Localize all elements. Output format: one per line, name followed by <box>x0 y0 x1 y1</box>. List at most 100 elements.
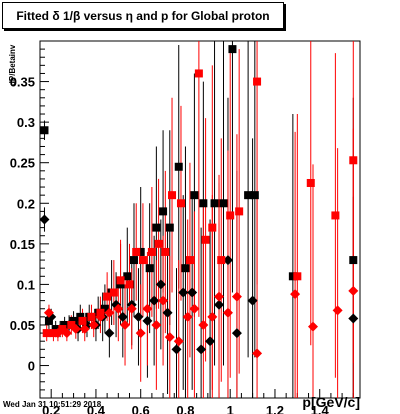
data-point-diamond <box>231 328 242 339</box>
data-point-diamond <box>173 336 184 347</box>
data-point-square <box>219 199 228 208</box>
data-point-diamond <box>196 344 207 355</box>
data-point-square <box>132 247 141 256</box>
data-point-diamond <box>95 311 106 322</box>
x-tick-label: 0.8 <box>176 403 194 414</box>
y-tick-label: 0.3 <box>17 115 35 130</box>
data-point-square <box>174 162 183 171</box>
data-point-square <box>226 211 235 220</box>
y-tick-label: 0.1 <box>17 277 35 292</box>
data-point-diamond <box>182 311 193 322</box>
data-point-diamond <box>52 328 63 339</box>
x-tick-label: 1 <box>227 403 234 414</box>
data-point-diamond <box>43 307 54 318</box>
y-tick-label: 0 <box>28 359 35 374</box>
data-point-square <box>40 126 49 135</box>
data-point-diamond <box>247 295 258 306</box>
data-point-diamond <box>104 307 115 318</box>
data-point-diamond <box>70 324 81 335</box>
data-point-square <box>78 316 87 325</box>
data-point-square <box>154 239 163 248</box>
x-tick-label: 0.4 <box>87 403 106 414</box>
data-point-diamond <box>252 348 263 359</box>
data-point-square <box>125 280 134 289</box>
data-point-square <box>293 272 302 281</box>
data-point-square <box>176 199 185 208</box>
data-point-square <box>331 211 340 220</box>
data-point-diamond <box>178 287 189 298</box>
data-point-square <box>109 288 118 297</box>
data-point-diamond <box>222 307 233 318</box>
data-point-square <box>69 316 78 325</box>
plot-frame <box>39 40 361 399</box>
data-markers <box>39 45 359 359</box>
data-point-square <box>168 191 177 200</box>
data-point-square <box>58 325 67 334</box>
data-point-diamond <box>198 319 209 330</box>
error-bars <box>43 41 354 398</box>
data-point-diamond <box>88 319 99 330</box>
data-point-diamond <box>348 313 359 324</box>
data-point-diamond <box>117 311 128 322</box>
data-point-square <box>349 256 358 265</box>
data-point-diamond <box>214 299 225 310</box>
data-point-square <box>136 247 145 256</box>
data-point-diamond <box>120 319 131 330</box>
data-point-diamond <box>149 295 160 306</box>
data-point-square <box>349 156 358 165</box>
data-point-square <box>129 256 138 265</box>
data-point-square <box>208 223 217 232</box>
x-tick-label: 0.6 <box>132 403 150 414</box>
data-point-square <box>199 199 208 208</box>
data-point-diamond <box>308 321 319 332</box>
data-point-diamond <box>142 303 153 314</box>
data-point-square <box>76 312 85 321</box>
x-tick-label: 1.4 <box>311 403 330 414</box>
axis-ticks: 0.2 0.4 0.6 0.8 1 1.2 1.4 0 0.05 0.1 0.15 0.2 0.25 0.… <box>10 40 354 414</box>
data-point-diamond <box>151 319 162 330</box>
datestamp: Wed Jan 31 10:51:29 2018 <box>3 400 102 409</box>
x-tick-label: 0.2 <box>42 403 60 414</box>
data-point-square <box>165 223 174 232</box>
y-tick-label: 0.2 <box>17 196 35 211</box>
data-point-square <box>288 272 297 281</box>
data-point-square <box>201 235 210 244</box>
data-point-diamond <box>142 315 153 326</box>
data-point-square <box>194 69 203 78</box>
data-point-square <box>138 256 147 265</box>
data-point-square <box>253 77 262 86</box>
data-point-diamond <box>231 291 242 302</box>
y-tick-label: 0.05 <box>10 318 35 333</box>
data-point-square <box>244 191 253 200</box>
data-point-square <box>228 45 237 54</box>
chart-title: Fitted δ 1/β versus η and p for Global p… <box>2 2 284 29</box>
data-point-square <box>210 199 219 208</box>
data-point-diamond <box>214 291 225 302</box>
data-point-diamond <box>126 303 137 314</box>
y-axis-label: dP/Betainv <box>8 44 17 86</box>
data-point-diamond <box>61 328 72 339</box>
data-point-square <box>87 312 96 321</box>
data-point-square <box>152 223 161 232</box>
y-tick-label: 0.15 <box>10 237 35 252</box>
data-point-diamond <box>189 303 200 314</box>
data-point-diamond <box>348 285 359 296</box>
data-point-square <box>306 178 315 187</box>
x-tick-label: 1.2 <box>266 403 284 414</box>
data-point-square <box>217 256 226 265</box>
data-point-square <box>123 272 132 281</box>
data-point-diamond <box>104 328 115 339</box>
data-point-diamond <box>171 344 182 355</box>
y-tick-label: 0.35 <box>10 75 35 90</box>
data-point-diamond <box>158 295 169 306</box>
data-point-diamond <box>162 307 173 318</box>
data-point-diamond <box>187 287 198 298</box>
x-axis-label: p[GeV/c] <box>302 394 360 410</box>
data-point-square <box>42 329 51 338</box>
data-point-diamond <box>222 255 233 266</box>
data-point-square <box>159 207 168 216</box>
data-point-square <box>116 276 125 285</box>
data-point-diamond <box>332 305 343 316</box>
data-point-diamond <box>164 332 175 343</box>
